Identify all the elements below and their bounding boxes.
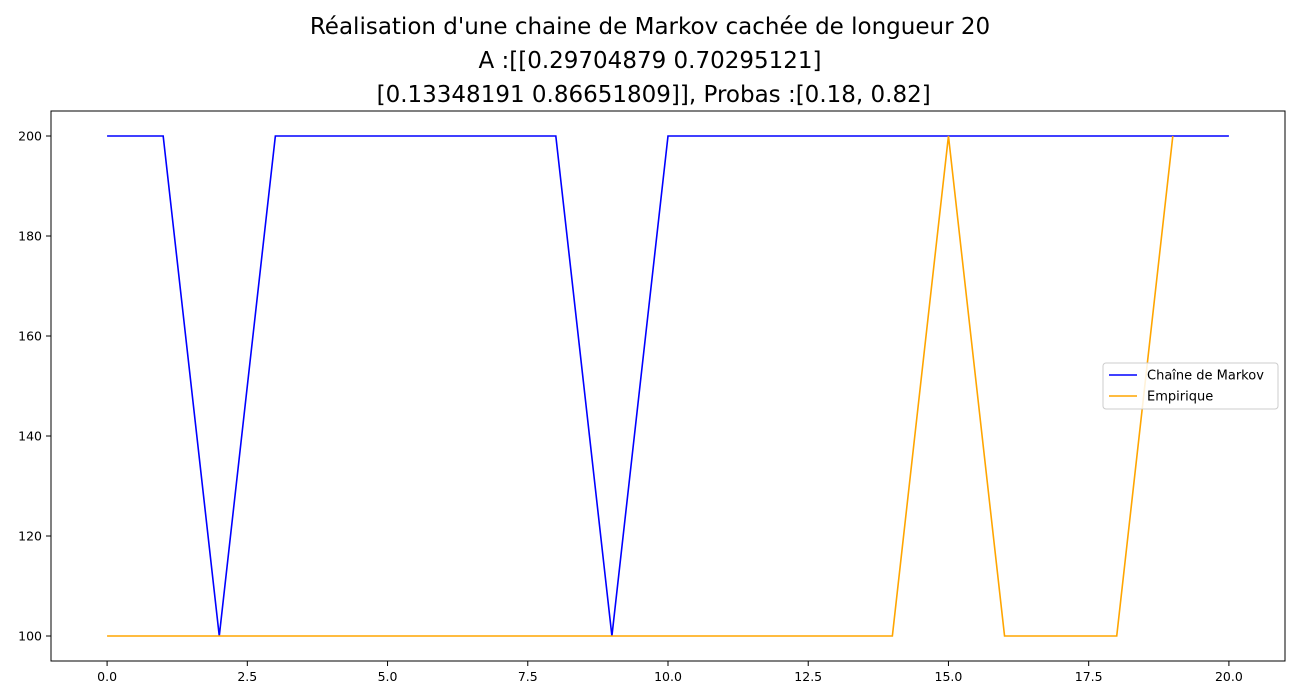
legend-label-1: Empirique (1147, 390, 1213, 405)
y-tick-label: 140 (18, 429, 42, 444)
y-tick-label: 200 (18, 129, 42, 144)
legend-label-0: Chaîne de Markov (1147, 369, 1264, 384)
x-tick-label: 17.5 (1075, 669, 1103, 684)
series-layer (107, 135, 1229, 637)
x-tick-label: 2.5 (237, 669, 257, 684)
chart-title-line-1: Réalisation d'une chaine de Markov caché… (309, 14, 991, 40)
y-tick-label: 180 (18, 229, 42, 244)
series-line-0 (107, 135, 1229, 637)
x-tick-label: 15.0 (935, 669, 963, 684)
chart-title: Réalisation d'une chaine de Markov caché… (0, 10, 1300, 112)
x-tick-label: 12.5 (794, 669, 822, 684)
x-axis: 0.0 2.5 5.0 7.5 10.0 12.5 15.0 17.5 20.0 (97, 661, 1243, 684)
x-tick-label: 10.0 (654, 669, 682, 684)
plot-frame (50, 110, 1286, 662)
y-tick-label: 100 (18, 629, 42, 644)
y-tick-label: 160 (18, 329, 42, 344)
y-axis: 100 120 140 160 180 200 (18, 129, 51, 644)
y-tick-label: 120 (18, 529, 42, 544)
series-line-1 (107, 135, 1174, 637)
legend-box (1102, 362, 1279, 410)
x-tick-label: 20.0 (1215, 669, 1243, 684)
chart-title-line-3: [0.13348191 0.86651809]], Probas :[0.18,… (369, 82, 931, 108)
x-tick-label: 7.5 (518, 669, 538, 684)
legend: Chaîne de Markov Empirique (1102, 362, 1279, 410)
x-tick-label: 5.0 (378, 669, 398, 684)
chart-title-line-2: A :[[0.29704879 0.70295121] (478, 48, 822, 74)
x-tick-label: 0.0 (97, 669, 117, 684)
